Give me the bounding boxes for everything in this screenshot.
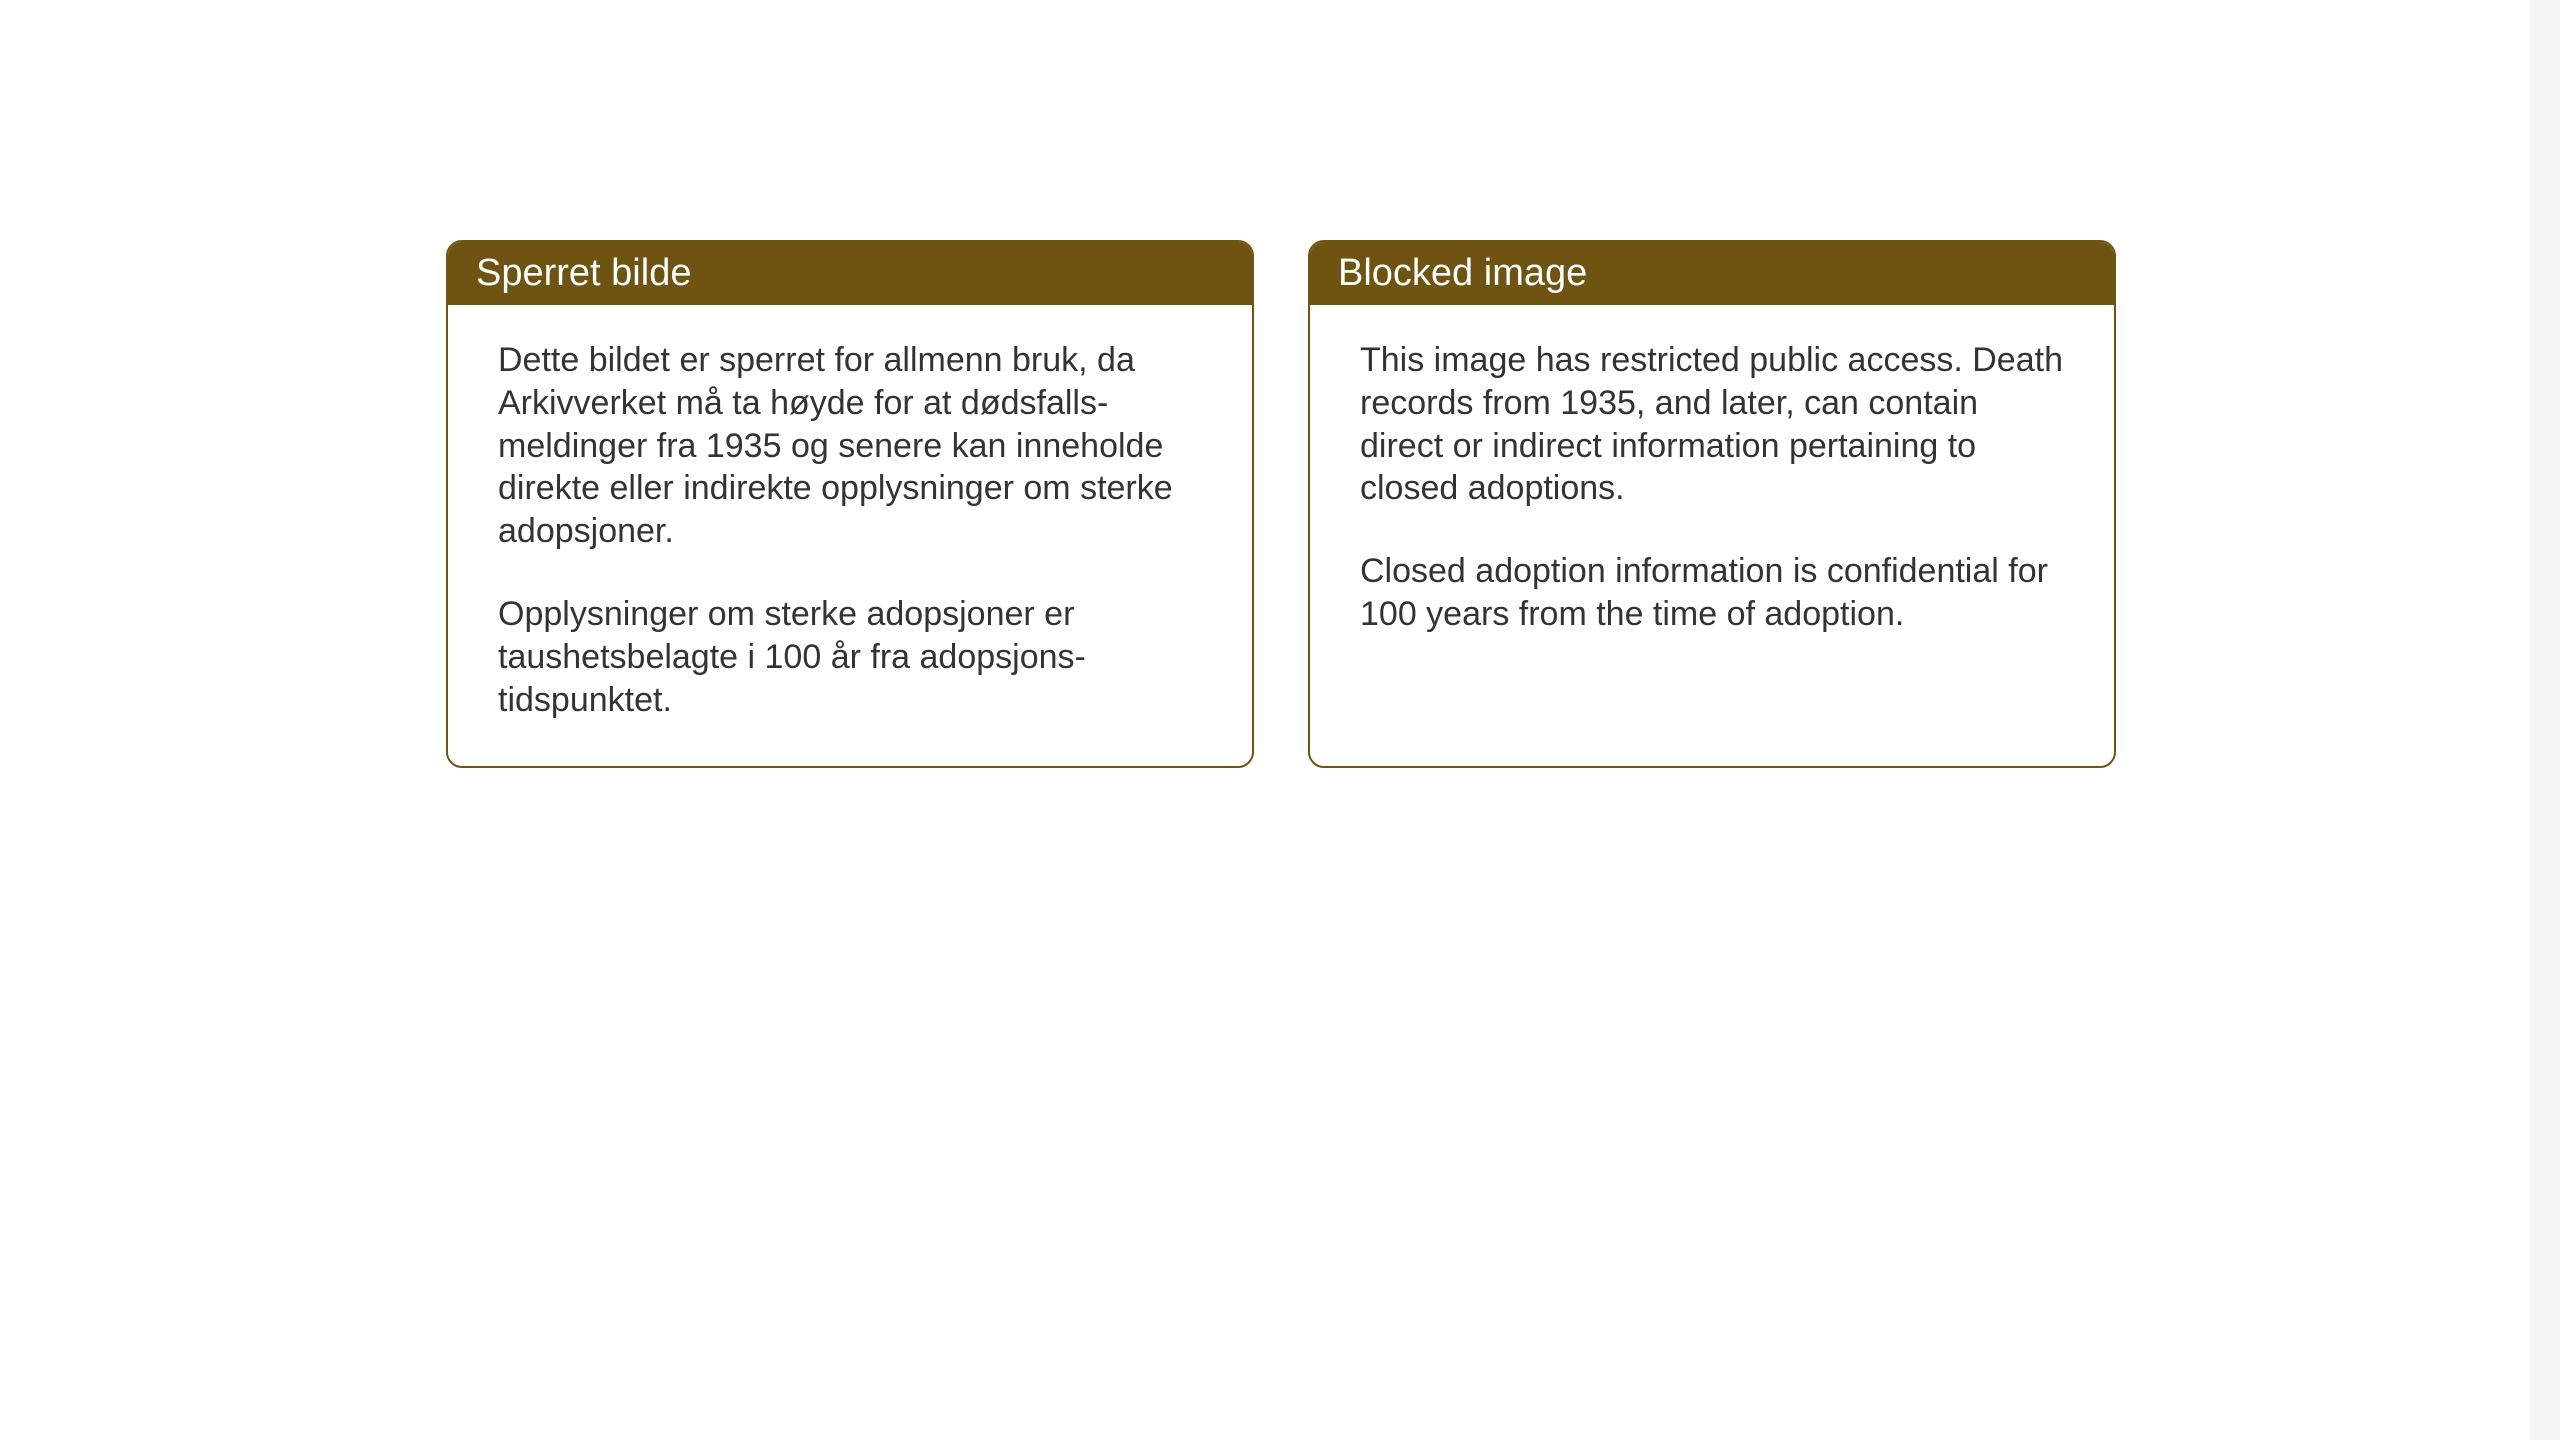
card-paragraph-2-english: Closed adoption information is confident… <box>1360 550 2064 636</box>
card-norwegian: Sperret bilde Dette bildet er sperret fo… <box>446 240 1254 768</box>
card-body-english: This image has restricted public access.… <box>1310 305 2114 680</box>
card-english: Blocked image This image has restricted … <box>1308 240 2116 768</box>
card-paragraph-2-norwegian: Opplysninger om sterke adopsjoner er tau… <box>498 593 1202 721</box>
card-body-norwegian: Dette bildet er sperret for allmenn bruk… <box>448 305 1252 766</box>
card-paragraph-1-norwegian: Dette bildet er sperret for allmenn bruk… <box>498 339 1202 553</box>
cards-container: Sperret bilde Dette bildet er sperret fo… <box>0 0 2560 768</box>
card-paragraph-1-english: This image has restricted public access.… <box>1360 339 2064 510</box>
vertical-scrollbar[interactable] <box>2530 0 2560 1440</box>
card-header-english: Blocked image <box>1310 242 2114 305</box>
card-header-norwegian: Sperret bilde <box>448 242 1252 305</box>
